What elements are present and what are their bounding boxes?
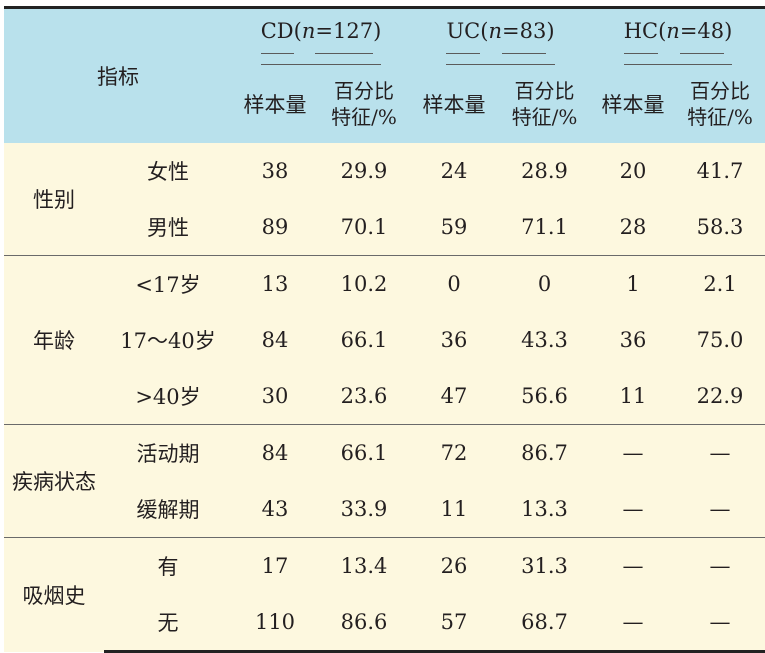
value-cell: — — [591, 537, 676, 594]
category-cell: 吸烟史 — [4, 537, 104, 652]
table-row: 无 110 86.6 57 68.7 — — — [4, 594, 765, 653]
value-cell: 110 — [232, 594, 318, 653]
group-name: HC — [623, 19, 659, 54]
value-cell: 71.1 — [498, 199, 592, 256]
subcategory-cell: 17～40岁 — [104, 312, 232, 368]
subcategory-cell: <17岁 — [104, 255, 232, 312]
value-cell: 66.1 — [318, 312, 410, 368]
table-row: 男性 89 70.1 59 71.1 28 58.3 — [4, 199, 765, 256]
percent-header: 百分比 特征/% — [675, 65, 765, 143]
value-cell: 10.2 — [318, 255, 410, 312]
table-row: 年龄 <17岁 13 10.2 0 0 1 2.1 — [4, 255, 765, 425]
value-cell: 59 — [410, 199, 498, 256]
value-cell: 43.3 — [498, 312, 592, 368]
table-row: 17～40岁 84 66.1 36 43.3 36 75.0 — [4, 312, 765, 368]
sample-size-header: 样本量 — [591, 65, 676, 143]
n-label: n — [666, 19, 680, 43]
value-cell: — — [675, 594, 765, 653]
subcategory-cell: 活动期 — [104, 424, 232, 481]
category-cell: 疾病状态 — [4, 424, 104, 538]
value-cell: 36 — [410, 312, 498, 368]
subcategory-cell: >40岁 — [104, 368, 232, 425]
value-cell: — — [591, 424, 676, 481]
value-cell: 13.4 — [318, 537, 410, 594]
sample-size-header: 样本量 — [232, 65, 318, 143]
category-cell: 年龄 — [4, 255, 104, 425]
value-cell: 1 — [591, 255, 676, 312]
table-row: >40岁 30 23.6 47 56.6 11 22.9 — [4, 368, 765, 425]
value-cell: 56.6 — [498, 368, 592, 425]
value-cell: 31.3 — [498, 537, 592, 594]
table-row: 吸烟史 有 17 13.4 26 31.3 — — — [4, 537, 765, 652]
category-cell: 性别 — [4, 143, 104, 256]
value-cell: 29.9 — [318, 143, 410, 199]
n-value: =83 — [502, 19, 547, 54]
table-body: 性别 女性 38 29.9 24 28.9 20 41.7 男性 89 70.1… — [4, 143, 765, 653]
n-label: n — [301, 19, 316, 43]
value-cell: 22.9 — [675, 368, 765, 425]
value-cell: 0 — [498, 255, 592, 312]
table-row: 疾病状态 活动期 84 66.1 72 86.7 — — — [4, 424, 765, 538]
group-name: UC — [446, 19, 481, 54]
value-cell: 66.1 — [318, 424, 410, 481]
subcategory-cell: 有 — [104, 537, 232, 594]
percent-header: 百分比 特征/% — [498, 65, 592, 143]
value-cell: 58.3 — [675, 199, 765, 256]
percent-header: 百分比 特征/% — [318, 65, 410, 143]
value-cell: 11 — [591, 368, 676, 425]
n-value: =48 — [679, 19, 725, 54]
value-cell: 13.3 — [498, 481, 592, 538]
value-cell: 24 — [410, 143, 498, 199]
table-row: 缓解期 43 33.9 11 13.3 — — — [4, 481, 765, 538]
subcategory-cell: 缓解期 — [104, 481, 232, 538]
value-cell: 86.7 — [498, 424, 592, 481]
subcategory-cell: 女性 — [104, 143, 232, 199]
n-label: n — [488, 19, 502, 43]
value-cell: 41.7 — [675, 143, 765, 199]
value-cell: 11 — [410, 481, 498, 538]
value-cell: — — [591, 594, 676, 653]
group-header-cd: CD(n=127) — [232, 6, 410, 65]
data-table: 指标 CD(n=127) UC(n=83) HC(n=48) 样本量 百分比 特征… — [4, 6, 765, 653]
table-row: 性别 女性 38 29.9 24 28.9 20 41.7 — [4, 143, 765, 256]
value-cell: 75.0 — [675, 312, 765, 368]
value-cell: 72 — [410, 424, 498, 481]
value-cell: 47 — [410, 368, 498, 425]
value-cell: 89 — [232, 199, 318, 256]
value-cell: 33.9 — [318, 481, 410, 538]
subcategory-cell: 无 — [104, 594, 232, 653]
value-cell: 26 — [410, 537, 498, 594]
value-cell: 28.9 — [498, 143, 592, 199]
sample-size-header: 样本量 — [410, 65, 498, 143]
value-cell: 0 — [410, 255, 498, 312]
value-cell: — — [591, 481, 676, 538]
table-header: 指标 CD(n=127) UC(n=83) HC(n=48) 样本量 百分比 特征… — [4, 6, 765, 143]
value-cell: 13 — [232, 255, 318, 312]
data-table-container: 指标 CD(n=127) UC(n=83) HC(n=48) 样本量 百分比 特征… — [4, 6, 765, 653]
value-cell: — — [675, 424, 765, 481]
value-cell: 70.1 — [318, 199, 410, 256]
value-cell: 36 — [591, 312, 676, 368]
value-cell: — — [675, 481, 765, 538]
value-cell: 2.1 — [675, 255, 765, 312]
group-name: CD — [260, 19, 294, 54]
value-cell: 86.6 — [318, 594, 410, 653]
value-cell: 68.7 — [498, 594, 592, 653]
value-cell: 17 — [232, 537, 318, 594]
group-header-hc: HC(n=48) — [591, 6, 765, 65]
value-cell: 38 — [232, 143, 318, 199]
value-cell: 30 — [232, 368, 318, 425]
indicator-header: 指标 — [4, 6, 232, 143]
n-value: =127 — [315, 19, 374, 54]
value-cell: 84 — [232, 424, 318, 481]
value-cell: 23.6 — [318, 368, 410, 425]
value-cell: 28 — [591, 199, 676, 256]
value-cell: 57 — [410, 594, 498, 653]
group-header-uc: UC(n=83) — [410, 6, 592, 65]
value-cell: 84 — [232, 312, 318, 368]
value-cell: — — [675, 537, 765, 594]
value-cell: 43 — [232, 481, 318, 538]
value-cell: 20 — [591, 143, 676, 199]
subcategory-cell: 男性 — [104, 199, 232, 256]
